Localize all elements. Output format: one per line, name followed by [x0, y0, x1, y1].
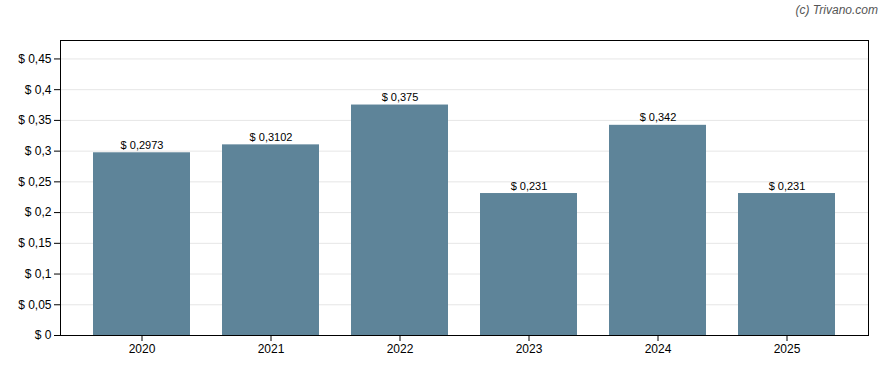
- svg-text:$ 0,3: $ 0,3: [25, 144, 52, 158]
- svg-text:$ 0: $ 0: [35, 328, 52, 342]
- svg-text:$ 0,342: $ 0,342: [640, 111, 677, 123]
- svg-text:$ 0,35: $ 0,35: [18, 113, 52, 127]
- svg-text:$ 0,375: $ 0,375: [382, 91, 419, 103]
- svg-text:$ 0,45: $ 0,45: [18, 52, 52, 66]
- svg-text:$ 0,231: $ 0,231: [511, 180, 548, 192]
- html-text:(c) Trivano.com: (c) Trivano.com: [795, 3, 878, 17]
- svg-text:$ 0,3102: $ 0,3102: [250, 131, 293, 143]
- svg-text:2020: 2020: [129, 342, 156, 356]
- svg-text:$ 0,2: $ 0,2: [25, 205, 52, 219]
- svg-text:$ 0,15: $ 0,15: [18, 236, 52, 250]
- svg-text:$ 0,1: $ 0,1: [25, 267, 52, 281]
- svg-text:2025: 2025: [774, 342, 801, 356]
- svg-text:$ 0,4: $ 0,4: [25, 83, 52, 97]
- svg-text:2024: 2024: [645, 342, 672, 356]
- svg-text:$ 0,25: $ 0,25: [18, 175, 52, 189]
- svg-text:$ 0,2973: $ 0,2973: [121, 139, 164, 151]
- svg-text:2021: 2021: [258, 342, 285, 356]
- svg-text:2023: 2023: [516, 342, 543, 356]
- svg-text:2022: 2022: [387, 342, 414, 356]
- svg-text:$ 0,231: $ 0,231: [769, 180, 806, 192]
- svg-text:$ 0,05: $ 0,05: [18, 298, 52, 312]
